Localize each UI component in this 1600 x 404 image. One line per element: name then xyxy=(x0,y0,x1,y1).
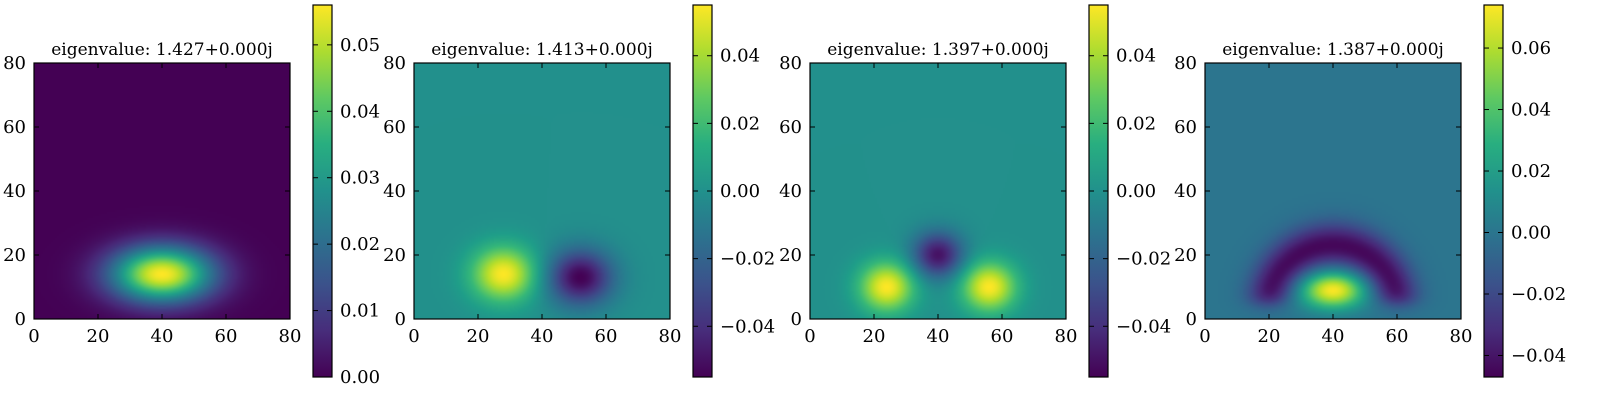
x-tick-label: 80 xyxy=(1055,326,1078,347)
y-tick-label: 20 xyxy=(1174,245,1197,266)
heatmap-image xyxy=(414,63,670,319)
x-tick-label: 0 xyxy=(408,326,419,347)
colorbar-tick-label: 0.04 xyxy=(1511,100,1551,121)
y-tick-label: 40 xyxy=(3,181,26,202)
x-tick-label: 20 xyxy=(1258,326,1281,347)
colorbar xyxy=(312,4,333,378)
colorbar-tick-label: 0.03 xyxy=(340,168,380,189)
heatmap-image xyxy=(1205,63,1461,319)
x-tick-label: 60 xyxy=(1386,326,1409,347)
y-tick-label: 0 xyxy=(1186,309,1197,330)
colorbar-tick-label: 0.02 xyxy=(1511,161,1551,182)
y-tick-label: 20 xyxy=(383,245,406,266)
panel-title: eigenvalue: 1.413+0.000j xyxy=(431,40,653,60)
colorbar-tick-label: 0.01 xyxy=(340,301,380,322)
x-tick-label: 80 xyxy=(659,326,682,347)
heatmap-image xyxy=(34,63,290,319)
y-tick-label: 20 xyxy=(779,245,802,266)
colorbar-tick-label: 0.00 xyxy=(720,181,760,202)
colorbar-tick-label: 0.00 xyxy=(1511,223,1551,244)
y-tick-label: 40 xyxy=(779,181,802,202)
colorbar-tick-label: −0.02 xyxy=(720,249,775,270)
colorbar-tick-label: 0.05 xyxy=(340,35,380,56)
y-tick-label: 0 xyxy=(15,309,26,330)
eigenmode-panel-4: eigenvalue: 1.387+0.000j 0 20 40 60 80 0 20 40 60… xyxy=(1174,4,1566,378)
x-tick-label: 80 xyxy=(279,326,302,347)
x-tick-label: 40 xyxy=(1322,326,1345,347)
eigenmode-panel-3: eigenvalue: 1.397+0.000j 0 20 40 60 80 0 20 40 60… xyxy=(779,4,1171,378)
colorbar-tick-label: 0.04 xyxy=(340,101,380,122)
x-tick-label: 60 xyxy=(595,326,618,347)
colorbar xyxy=(1483,4,1504,378)
y-tick-label: 80 xyxy=(1174,53,1197,74)
y-tick-label: 60 xyxy=(3,117,26,138)
colorbar-tick-label: 0.04 xyxy=(1116,46,1156,67)
panel-title: eigenvalue: 1.427+0.000j xyxy=(51,40,273,60)
y-tick-label: 20 xyxy=(3,245,26,266)
panel-title: eigenvalue: 1.397+0.000j xyxy=(827,40,1049,60)
eigenmode-panel-2: eigenvalue: 1.413+0.000j 0 20 40 60 80 0 20 40 60… xyxy=(383,4,775,378)
x-tick-label: 40 xyxy=(531,326,554,347)
x-tick-label: 0 xyxy=(1199,326,1210,347)
y-tick-label: 60 xyxy=(779,117,802,138)
panel-title: eigenvalue: 1.387+0.000j xyxy=(1222,40,1444,60)
x-tick-label: 20 xyxy=(467,326,490,347)
colorbar-tick-label: −0.04 xyxy=(1116,316,1171,337)
x-tick-label: 20 xyxy=(87,326,110,347)
y-tick-label: 80 xyxy=(3,53,26,74)
heatmap-image xyxy=(810,63,1066,319)
x-tick-label: 20 xyxy=(863,326,886,347)
colorbar-tick-label: 0.04 xyxy=(720,46,760,67)
colorbar-tick-label: −0.04 xyxy=(1511,345,1566,366)
colorbar-tick-label: 0.02 xyxy=(340,234,380,255)
x-tick-label: 40 xyxy=(927,326,950,347)
colorbar-tick-label: 0.00 xyxy=(1116,181,1156,202)
colorbar-tick-label: −0.04 xyxy=(720,316,775,337)
y-tick-label: 0 xyxy=(791,309,802,330)
eigenmode-panel-1: eigenvalue: 1.427+0.000j 0 20 40 60 80 0 20 40 60… xyxy=(3,4,380,388)
y-tick-label: 60 xyxy=(1174,117,1197,138)
x-tick-label: 40 xyxy=(151,326,174,347)
colorbar-tick-label: 0.00 xyxy=(340,367,380,388)
y-tick-label: 80 xyxy=(383,53,406,74)
y-tick-label: 0 xyxy=(395,309,406,330)
colorbar-tick-label: 0.06 xyxy=(1511,38,1551,59)
colorbar-tick-label: −0.02 xyxy=(1116,249,1171,270)
x-tick-label: 80 xyxy=(1450,326,1473,347)
colorbar-tick-label: −0.02 xyxy=(1511,284,1566,305)
colorbar-tick-label: 0.02 xyxy=(720,113,760,134)
x-tick-label: 60 xyxy=(991,326,1014,347)
x-tick-label: 60 xyxy=(215,326,238,347)
y-tick-label: 40 xyxy=(383,181,406,202)
x-tick-label: 0 xyxy=(28,326,39,347)
y-tick-label: 40 xyxy=(1174,181,1197,202)
x-tick-label: 0 xyxy=(804,326,815,347)
y-tick-label: 60 xyxy=(383,117,406,138)
y-tick-label: 80 xyxy=(779,53,802,74)
colorbar-tick-label: 0.02 xyxy=(1116,113,1156,134)
